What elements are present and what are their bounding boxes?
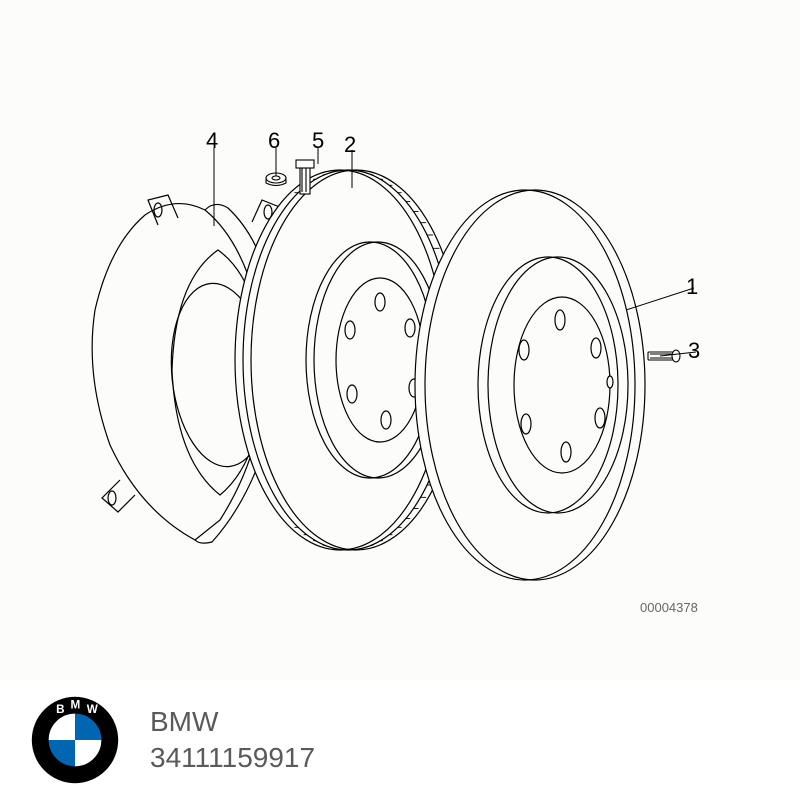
footer: B M W BMW 34111159917 (0, 680, 800, 800)
callout-6: 6 (268, 128, 280, 154)
exploded-diagram-svg (0, 0, 800, 680)
brand-name: BMW (150, 704, 315, 740)
svg-text:M: M (71, 699, 81, 712)
part-info: BMW 34111159917 (150, 704, 315, 777)
callout-4: 4 (206, 128, 218, 154)
part-number: 34111159917 (150, 740, 315, 776)
solid-disc (415, 190, 645, 580)
image-id: 00004378 (640, 600, 698, 615)
svg-text:B: B (56, 703, 64, 716)
callout-5: 5 (312, 128, 324, 154)
bmw-logo: B M W (30, 695, 120, 785)
callout-3: 3 (688, 338, 700, 364)
callout-1: 1 (686, 274, 698, 300)
callout-2: 2 (344, 132, 356, 158)
svg-text:W: W (87, 703, 99, 716)
diagram-area: 1 2 3 4 5 6 00004378 (0, 0, 800, 680)
